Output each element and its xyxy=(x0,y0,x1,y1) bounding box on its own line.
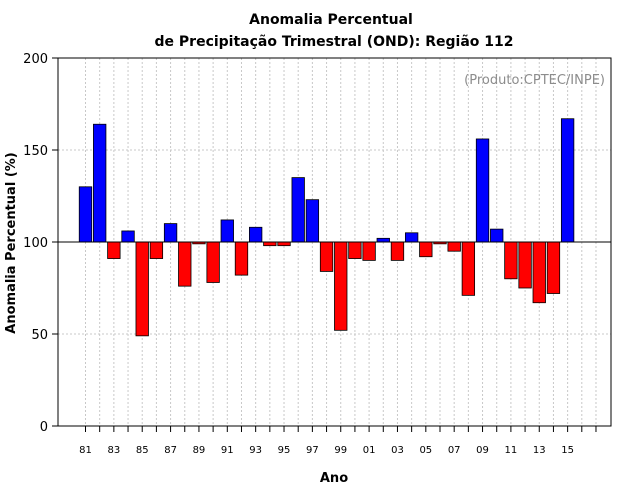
bar-88 xyxy=(178,241,192,287)
y-tick-label: 200 xyxy=(23,52,48,67)
y-tick-label: 50 xyxy=(31,328,48,343)
x-tick-label: 11 xyxy=(505,445,518,456)
x-tick-label: 07 xyxy=(448,445,461,456)
x-axis-label: Ano xyxy=(320,471,348,486)
bar-82 xyxy=(93,123,107,243)
x-tick-label: 99 xyxy=(334,445,347,456)
bar-03 xyxy=(390,241,405,261)
bar-91 xyxy=(220,219,234,243)
bar-97 xyxy=(305,199,320,243)
bar-84 xyxy=(121,230,135,243)
bar-08 xyxy=(461,241,476,296)
bar-15 xyxy=(560,118,575,243)
y-tick-label: 100 xyxy=(23,236,48,251)
x-tick-label: 93 xyxy=(249,445,262,456)
x-tick-label: 03 xyxy=(391,445,404,456)
bar-83 xyxy=(107,241,121,259)
bar-13 xyxy=(532,241,546,304)
bar-81 xyxy=(78,186,93,243)
bar-92 xyxy=(234,241,249,276)
x-tick-label: 91 xyxy=(221,445,234,456)
bar-90 xyxy=(206,241,220,283)
bar-00 xyxy=(348,241,362,259)
x-tick-label: 83 xyxy=(107,445,120,456)
bar-11 xyxy=(504,241,518,280)
bar-04 xyxy=(404,232,419,243)
x-tick-label: 81 xyxy=(79,445,92,456)
x-tick-label: 09 xyxy=(476,445,489,456)
bar-85 xyxy=(135,241,149,337)
bar-96 xyxy=(291,177,305,243)
bar-93 xyxy=(249,226,263,243)
bar-86 xyxy=(149,241,164,259)
x-tick-label: 95 xyxy=(278,445,291,456)
y-tick-label: 0 xyxy=(40,420,48,435)
bars xyxy=(78,118,575,337)
bar-98 xyxy=(319,241,334,272)
bar-99 xyxy=(334,241,348,331)
axes: 0 50 100 150 200 81 83 85 87 89 91 93 95 97 99 01 03 05 07… xyxy=(23,52,612,456)
bar-09 xyxy=(475,138,490,243)
bar-05 xyxy=(419,241,433,258)
bar-02 xyxy=(376,237,390,243)
y-axis-label: Anomalia Percentual (%) xyxy=(4,152,19,333)
bar-94 xyxy=(263,241,277,247)
x-tick-label: 15 xyxy=(561,445,574,456)
bar-14 xyxy=(546,241,561,294)
x-tick-label: 01 xyxy=(363,445,376,456)
x-tick-label: 05 xyxy=(419,445,432,456)
x-tick-label: 89 xyxy=(193,445,206,456)
bar-95 xyxy=(277,241,291,247)
x-tick-label: 97 xyxy=(306,445,319,456)
chart-title-line1: Anomalia Percentual xyxy=(249,12,413,28)
x-tick-label: 85 xyxy=(136,445,149,456)
chart-title-line2: de Precipitação Trimestral (OND): Região… xyxy=(155,34,514,50)
bar-01 xyxy=(362,241,376,261)
bar-12 xyxy=(518,241,532,289)
bar-10 xyxy=(490,228,504,243)
y-tick-label: 150 xyxy=(23,144,48,159)
bar-87 xyxy=(163,223,178,243)
bar-07 xyxy=(447,241,461,252)
x-tick-label: 87 xyxy=(164,445,177,456)
credit-text: (Produto:CPTEC/INPE) xyxy=(464,73,605,88)
x-tick-label: 13 xyxy=(533,445,546,456)
